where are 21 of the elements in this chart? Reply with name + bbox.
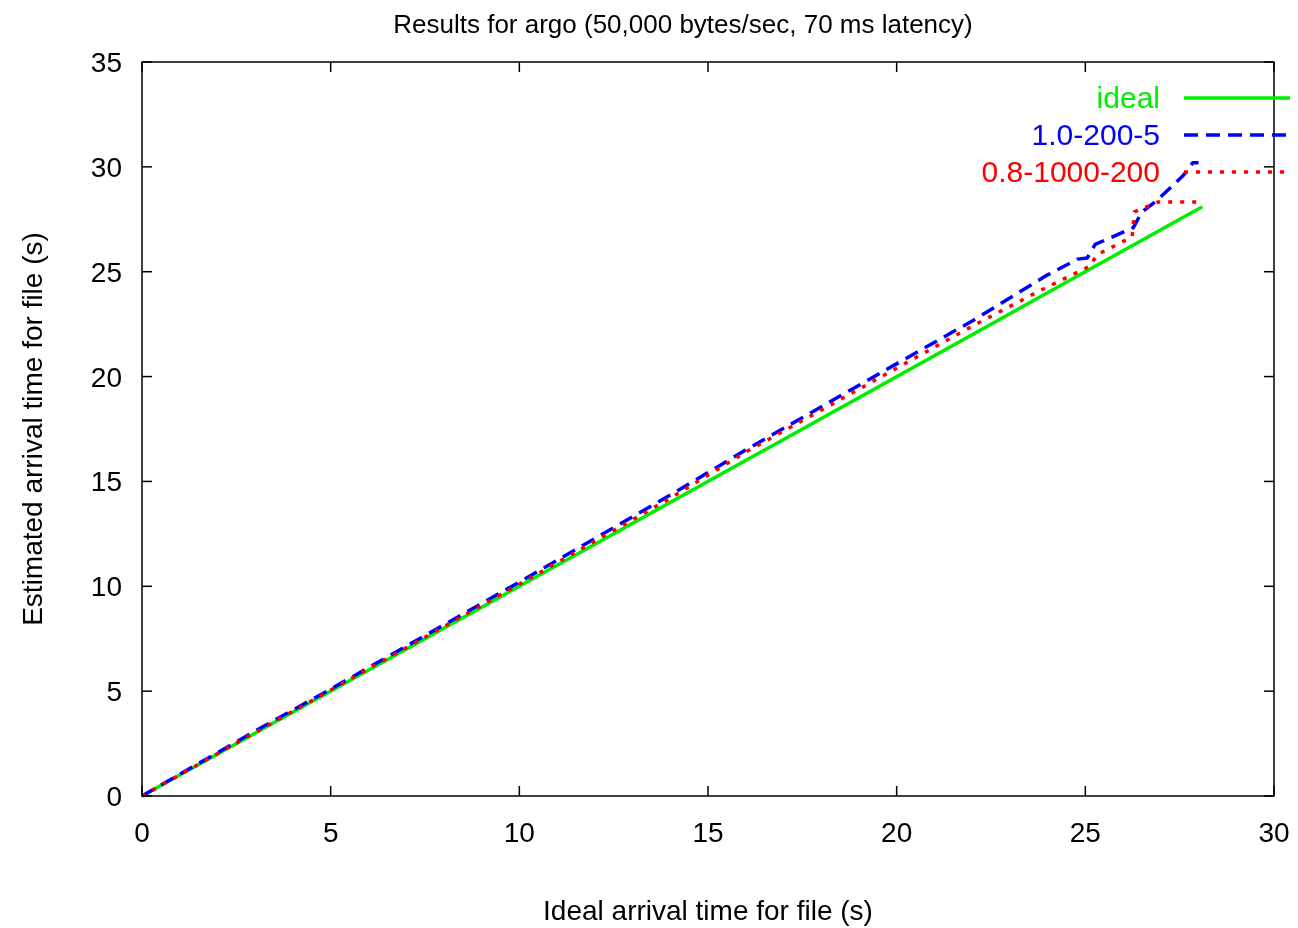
y-tick-label: 30 <box>90 151 122 183</box>
y-tick-label: 20 <box>90 361 122 393</box>
chart-title: Results for argo (50,000 bytes/sec, 70 ms latency) <box>393 9 973 39</box>
x-tick-label: 15 <box>692 817 724 848</box>
x-tick-label: 25 <box>1069 817 1101 848</box>
x-tick-label: 20 <box>881 817 913 848</box>
legend-label: 0.8-1000-200 <box>981 155 1160 188</box>
y-tick-label: 15 <box>90 466 122 498</box>
x-tick-label: 5 <box>322 817 339 848</box>
legend-label: 1.0-200-5 <box>1031 118 1160 151</box>
y-tick-label: 10 <box>90 571 122 603</box>
y-tick-label: 35 <box>90 47 122 78</box>
x-tick-label: 0 <box>134 817 150 848</box>
x-tick-label: 10 <box>503 817 535 848</box>
legend-label: ideal <box>1096 81 1160 114</box>
x-tick-label: 30 <box>1258 817 1290 848</box>
y-tick-label: 0 <box>106 781 122 812</box>
y-axis-title: Estimated arrival time for file (s) <box>17 232 48 626</box>
x-axis-title: Ideal arrival time for file (s) <box>543 895 873 926</box>
y-tick-label: 25 <box>90 256 122 288</box>
y-tick-label: 5 <box>106 676 122 708</box>
